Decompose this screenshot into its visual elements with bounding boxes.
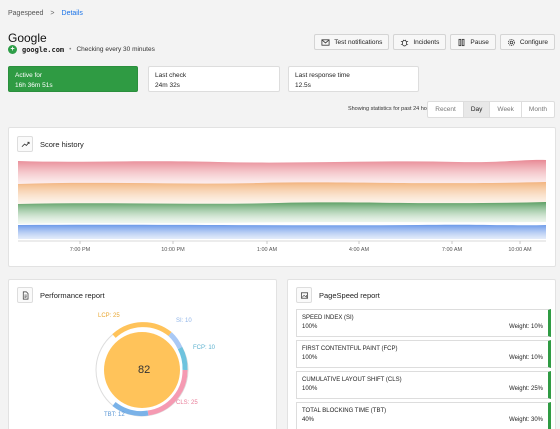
pagespeed-item-name: SPEED INDEX (SI)	[302, 315, 354, 321]
pagespeed-item-value: 40%	[302, 417, 315, 423]
series-band-green	[18, 202, 546, 224]
active-for-label: Active for	[15, 72, 43, 79]
si-label: SI: 10	[176, 318, 192, 324]
range-tab-recent[interactable]: Recent	[428, 102, 464, 117]
pagespeed-item-name: TOTAL BLOCKING TIME (TBT)	[302, 408, 387, 414]
test-notifications-button[interactable]: Test notifications	[314, 34, 390, 50]
pagespeed-item-weight: Weight: 25%	[509, 386, 543, 392]
range-tabs: Recent Day Week Month	[427, 101, 555, 118]
image-icon	[296, 287, 312, 303]
pagespeed-item-tbt: TOTAL BLOCKING TIME (TBT) 40% Weight: 30%	[296, 402, 551, 429]
gear-icon	[507, 38, 515, 46]
range-tab-week[interactable]: Week	[490, 102, 522, 117]
donut-segment-si	[168, 332, 183, 350]
fcp-label: FCP: 10	[193, 345, 216, 351]
pagespeed-item-si: SPEED INDEX (SI) 100% Weight: 10%	[296, 309, 551, 337]
range-description: Showing statistics for past 24 hours.	[347, 106, 436, 112]
x-tick-label: 4:00 AM	[348, 247, 370, 253]
last-response-stat: Last response time 12.5s	[288, 66, 419, 92]
x-tick-label: 10:00 AM	[508, 247, 532, 253]
chevron-right-icon: >	[50, 10, 55, 17]
pagespeed-item-value: 100%	[302, 324, 318, 330]
x-tick-label: 1:00 AM	[256, 247, 278, 253]
check-interval: Checking every 30 minutes	[76, 46, 155, 53]
breadcrumb-current[interactable]: Details	[61, 10, 83, 17]
incidents-label: Incidents	[413, 38, 440, 46]
donut-segment-cls	[147, 369, 188, 416]
last-response-label: Last response time	[295, 72, 350, 79]
breadcrumb: Pagespeed > Details	[8, 10, 83, 17]
bug-icon	[401, 39, 409, 46]
performance-donut	[95, 322, 189, 417]
active-for-stat: Active for 16h 36m 51s	[8, 66, 138, 92]
trend-icon	[17, 136, 33, 152]
score-history-header: Score history	[17, 136, 84, 152]
monitor-url: google.com	[22, 45, 65, 54]
pagespeed-item-name: FIRST CONTENTFUL PAINT (FCP)	[302, 346, 398, 352]
x-tick-label: 7:00 PM	[69, 247, 91, 253]
lcp-label: LCP: 25	[98, 313, 120, 319]
pagespeed-item-weight: Weight: 10%	[509, 355, 543, 361]
configure-label: Configure	[519, 38, 548, 46]
envelope-icon	[321, 38, 330, 46]
pagespeed-item-value: 100%	[302, 355, 318, 361]
x-tick-label: 10:00 PM	[161, 247, 185, 253]
pause-icon	[458, 38, 465, 46]
donut-segment-fcp	[177, 346, 188, 371]
page-title: Google	[8, 31, 47, 45]
series-band-red	[18, 159, 546, 185]
last-check-value: 24m 32s	[155, 82, 180, 89]
pagespeed-item-fcp: FIRST CONTENTFUL PAINT (FCP) 100% Weight:…	[296, 340, 551, 368]
configure-button[interactable]: Configure	[499, 34, 555, 50]
status-up-icon: +	[8, 45, 17, 54]
active-for-value: 16h 36m 51s	[15, 82, 53, 89]
last-response-value: 12.5s	[295, 82, 311, 89]
pause-button[interactable]: Pause	[450, 34, 496, 50]
tbt-label: TBT: 12	[104, 412, 125, 418]
series-band-orange	[18, 182, 546, 205]
performance-report-title: Performance report	[40, 290, 105, 300]
pagespeed-item-weight: Weight: 10%	[509, 324, 543, 330]
test-notifications-label: Test notifications	[334, 38, 383, 46]
pagespeed-item-value: 100%	[302, 386, 318, 392]
incidents-button[interactable]: Incidents	[393, 34, 447, 50]
dot-separator: •	[69, 46, 72, 53]
series-band-blue	[18, 224, 546, 239]
last-check-label: Last check	[155, 72, 187, 79]
donut-segment-lcp-inner	[112, 322, 172, 338]
donut-center	[104, 332, 180, 408]
breadcrumb-root[interactable]: Pagespeed	[8, 10, 44, 17]
donut-segment-tbt	[112, 401, 149, 417]
range-tab-month[interactable]: Month	[528, 106, 547, 113]
cls-label: CLS: 25	[176, 400, 198, 406]
range-tab-day[interactable]: Day	[463, 102, 491, 117]
document-icon	[17, 287, 33, 303]
pagespeed-report-header: PageSpeed report	[296, 287, 380, 303]
action-toolbar: Test notifications Incidents Pause Confi…	[314, 34, 555, 50]
performance-report-header: Performance report	[17, 287, 105, 303]
pagespeed-item-weight: Weight: 30%	[509, 417, 543, 423]
score-history-chart	[18, 159, 546, 244]
pagespeed-item-cls: CUMULATIVE LAYOUT SHIFT (CLS) 100% Weight…	[296, 371, 551, 399]
pause-label: Pause	[470, 38, 489, 46]
pagespeed-item-name: CUMULATIVE LAYOUT SHIFT (CLS)	[302, 377, 402, 383]
performance-score: 82	[138, 364, 151, 376]
monitor-subtitle: + google.com • Checking every 30 minutes	[8, 45, 155, 54]
x-tick-label: 7:00 AM	[441, 247, 463, 253]
score-history-title: Score history	[40, 139, 84, 149]
last-check-stat: Last check 24m 32s	[148, 66, 280, 92]
pagespeed-report-title: PageSpeed report	[319, 290, 380, 300]
